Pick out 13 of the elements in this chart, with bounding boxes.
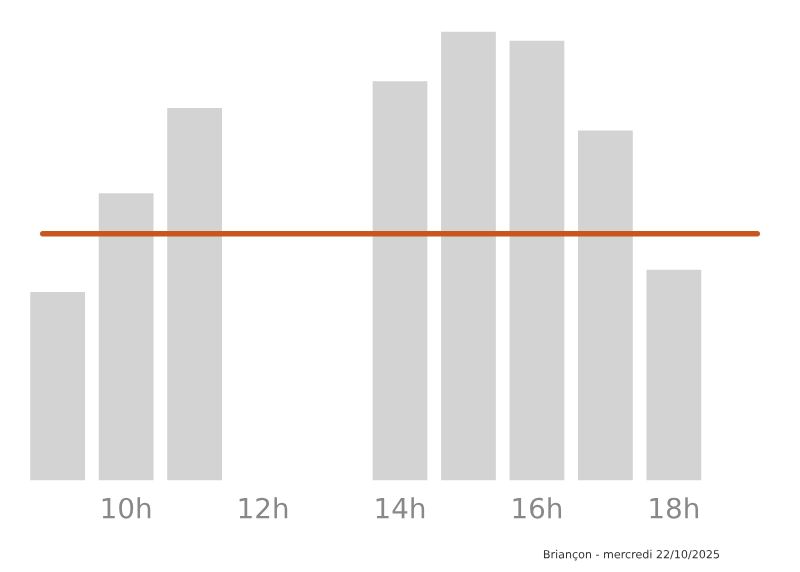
x-tick-label: 10h — [102, 497, 151, 519]
bar — [646, 269, 702, 481]
bar — [98, 193, 154, 481]
bar — [167, 108, 222, 481]
x-tick-label: 18h — [650, 497, 698, 519]
bar — [441, 31, 496, 481]
bar — [372, 81, 428, 481]
bar — [509, 40, 565, 481]
x-tick-label: 16h — [513, 497, 562, 519]
x-tick-label: 14h — [376, 497, 425, 519]
bar — [30, 292, 86, 481]
bar — [578, 130, 633, 481]
x-tick-label: 12h — [239, 497, 288, 519]
